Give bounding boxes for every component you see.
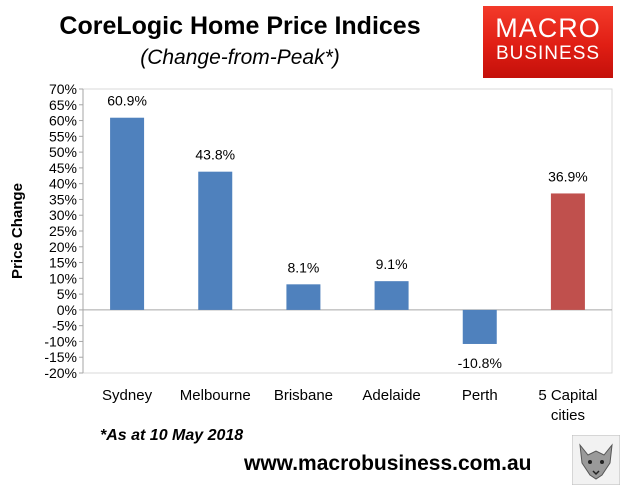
bar <box>462 309 497 344</box>
y-tick-label: 25% <box>49 223 77 239</box>
y-tick-label: -15% <box>44 349 77 365</box>
y-tick-label: 60% <box>49 113 77 129</box>
wolf-head-icon <box>571 434 621 486</box>
y-tick-label: -20% <box>44 365 77 381</box>
macro-business-logo: MACRO BUSINESS <box>483 6 613 78</box>
x-tick-label: 5 Capital <box>538 387 597 404</box>
bar <box>550 193 585 310</box>
y-tick-label: 45% <box>49 160 77 176</box>
x-tick-label: Adelaide <box>362 387 420 404</box>
bar <box>374 281 409 310</box>
bar <box>198 171 233 310</box>
footnote: *As at 10 May 2018 <box>100 427 244 444</box>
y-tick-label: 40% <box>49 176 77 192</box>
data-label: -10.8% <box>458 355 502 371</box>
chart-subtitle: (Change-from-Peak*) <box>140 46 340 69</box>
website-url[interactable]: www.macrobusiness.com.au <box>244 452 532 475</box>
logo-line-1: MACRO <box>495 13 601 43</box>
x-tick-label: Sydney <box>102 387 153 404</box>
bar <box>286 284 321 310</box>
y-tick-label: 30% <box>49 207 77 223</box>
x-tick-label: Melbourne <box>180 387 251 404</box>
chart-title: CoreLogic Home Price Indices <box>59 12 421 40</box>
data-label: 60.9% <box>107 93 147 109</box>
y-tick-label: 20% <box>49 239 77 255</box>
bar <box>110 117 145 310</box>
y-tick-label: 70% <box>49 81 77 97</box>
y-tick-label: 5% <box>57 286 77 302</box>
y-tick-label: 15% <box>49 255 77 271</box>
x-tick-label: cities <box>551 407 585 424</box>
y-tick-label: 65% <box>49 97 77 113</box>
y-tick-label: 10% <box>49 270 77 286</box>
x-tick-label: Perth <box>462 387 498 404</box>
data-label: 43.8% <box>195 147 235 163</box>
logo-line-2: BUSINESS <box>495 43 601 64</box>
x-tick-label: Brisbane <box>274 387 333 404</box>
y-tick-label: 35% <box>49 191 77 207</box>
y-tick-label: -5% <box>52 318 77 334</box>
y-axis-title: Price Change <box>9 183 26 279</box>
y-tick-label: 55% <box>49 128 77 144</box>
data-label: 36.9% <box>548 168 588 184</box>
y-tick-label: 0% <box>57 302 77 318</box>
data-label: 8.1% <box>287 259 319 275</box>
plot-area <box>82 88 613 374</box>
data-label: 9.1% <box>376 256 408 272</box>
y-tick-label: 50% <box>49 144 77 160</box>
y-tick-label: -10% <box>44 333 77 349</box>
